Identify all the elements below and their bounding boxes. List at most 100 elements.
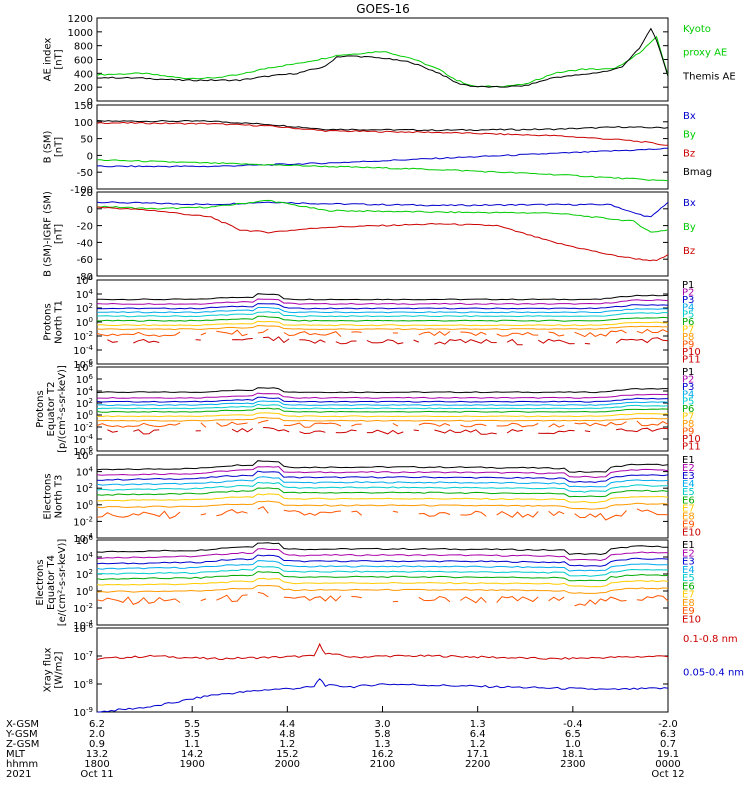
channel-label: P6 xyxy=(682,317,694,328)
channel-line xyxy=(96,407,669,413)
y-tick-label: -20 xyxy=(77,222,93,233)
y-tick-label: 102 xyxy=(76,482,93,495)
x-tick-label: 13.2 xyxy=(86,749,108,760)
x-tick-label: 6.2 xyxy=(89,719,105,730)
y-axis-label: Equator T2 xyxy=(46,382,57,437)
panel-frame xyxy=(96,454,669,539)
channel-line xyxy=(96,506,669,521)
panel-frame xyxy=(96,104,669,190)
channel-line xyxy=(96,577,669,588)
panel-frame xyxy=(96,627,669,713)
channel-label: P7 xyxy=(682,325,694,336)
x-tick-label: 0.9 xyxy=(89,739,105,750)
channel-line xyxy=(97,392,669,399)
y-axis-label: [p/(cm²-s-sr-keV)] xyxy=(57,365,68,453)
y-tick-label: 0 xyxy=(87,97,93,108)
y-tick-label: -80 xyxy=(77,272,93,283)
legend-entry: Bz xyxy=(683,148,695,159)
y-axis-label: [e/(cm²-s-sr-keV)] xyxy=(57,539,68,627)
channel-line xyxy=(96,387,668,394)
x-axis-labels: X-GSMY-GSMZ-GSMMLThhmm20216.22.00.913.21… xyxy=(5,706,685,780)
x-tick-label: 3.0 xyxy=(375,719,391,730)
y-tick-label: 0 xyxy=(87,151,93,162)
y-tick-label: 104 xyxy=(76,551,94,564)
x-tick-label: Oct 11 xyxy=(80,769,113,780)
x-tick-label: 1.1 xyxy=(184,739,200,750)
y-axis-label: Equator T4 xyxy=(46,555,57,610)
y-tick-label: 10-6 xyxy=(73,622,93,635)
panel-frame xyxy=(96,191,669,277)
channel-line xyxy=(96,466,669,479)
series-line xyxy=(96,201,669,218)
series-line xyxy=(96,642,669,661)
legend-entry: By xyxy=(683,130,696,141)
y-tick-label: 10-2 xyxy=(73,515,93,528)
channel-label: P5 xyxy=(682,397,694,408)
channel-label: P8 xyxy=(682,332,694,343)
x-tick-label: 17.1 xyxy=(467,749,489,760)
y-axis-label: Protons xyxy=(35,390,46,427)
y-tick-label: 10-8 xyxy=(73,678,93,691)
legend-entry: Bmag xyxy=(683,167,712,178)
x-row-label: hhmm xyxy=(6,759,38,770)
panel-frame xyxy=(96,279,669,365)
series-line xyxy=(97,159,669,182)
series-line xyxy=(96,121,669,146)
x-tick-label: 0000 xyxy=(655,759,680,770)
legend-entry: Themis AE xyxy=(682,71,736,82)
y-tick-label: 0 xyxy=(87,205,93,216)
channel-line xyxy=(96,542,668,556)
channel-label: E4 xyxy=(682,479,695,490)
y-tick-label: 106 xyxy=(76,449,94,462)
channel-label: P9 xyxy=(682,426,694,437)
channel-label: P2 xyxy=(682,287,694,298)
y-axis-label: [nT] xyxy=(54,224,65,244)
y-tick-label: 1000 xyxy=(68,28,93,39)
channel-line xyxy=(96,298,669,305)
series-line xyxy=(96,35,669,88)
x-row-label: MLT xyxy=(6,749,26,760)
channel-label: E7 xyxy=(682,503,695,514)
y-axis-label: Xray flux xyxy=(43,648,54,693)
panel-frame xyxy=(96,17,669,102)
y-tick-label: 102 xyxy=(76,568,93,581)
x-tick-label: 15.2 xyxy=(276,749,298,760)
x-tick-label: 6.5 xyxy=(565,729,581,740)
channel-label: P2 xyxy=(682,374,694,385)
y-axis-label: North T3 xyxy=(54,475,65,519)
y-axis-label: Electrons xyxy=(43,473,54,519)
channel-label: P1 xyxy=(682,280,694,291)
channel-label: P3 xyxy=(682,295,694,306)
x-tick-label: 6.3 xyxy=(660,729,676,740)
panel-2: 150 100 50 0 -50 -100 B (SM) [nT] Bx By Bz Bmag xyxy=(43,101,713,196)
channel-label: E5 xyxy=(682,573,695,584)
y-tick-label: 104 xyxy=(76,288,94,301)
y-tick-label: 100 xyxy=(76,585,93,598)
y-tick-label: 106 xyxy=(76,274,94,287)
y-axis-label: [nT] xyxy=(54,137,65,157)
x-tick-label: 5.8 xyxy=(375,729,391,740)
channel-label: P4 xyxy=(682,389,694,400)
channel-line xyxy=(96,548,669,562)
panel-8: 10-6 10-7 10-8 10-9 Xray flux [W/m2] 0.1-0.8 n… xyxy=(43,622,745,719)
y-tick-label: 10-2 xyxy=(73,602,93,615)
y-tick-label: 20 xyxy=(80,188,93,199)
channel-label: P4 xyxy=(682,302,694,313)
channel-line xyxy=(96,493,669,504)
channel-line xyxy=(96,565,669,577)
channel-line xyxy=(96,476,669,488)
channel-label: P6 xyxy=(682,404,694,415)
x-tick-label: Oct 12 xyxy=(651,769,684,780)
channel-line xyxy=(96,470,669,483)
channel-line xyxy=(96,303,669,310)
legend-entry: By xyxy=(683,222,696,233)
series-line xyxy=(96,119,669,132)
x-row-label: Y-GSM xyxy=(5,729,38,740)
channel-line xyxy=(96,460,669,473)
x-tick-label: 18.1 xyxy=(562,749,584,760)
channel-line xyxy=(96,481,668,493)
legend-entry: proxy AE xyxy=(683,48,727,59)
